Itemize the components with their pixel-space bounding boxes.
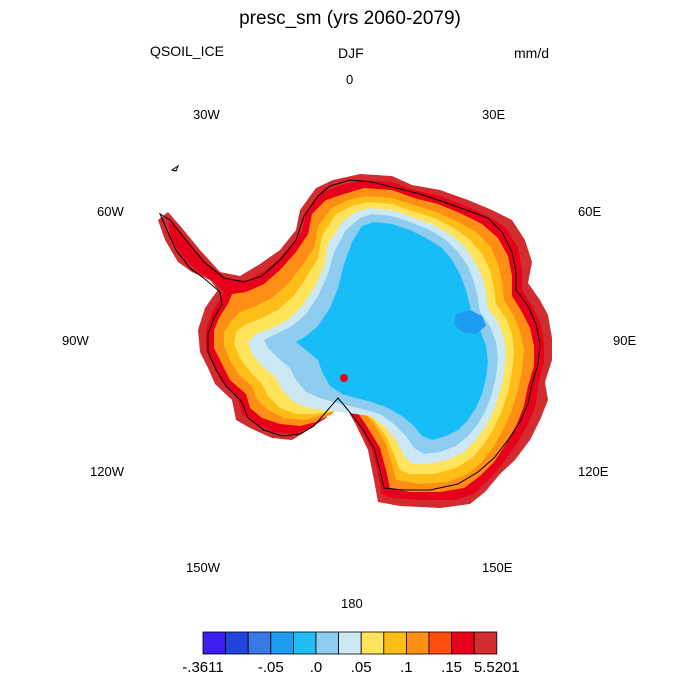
colorbar-box-1: [225, 631, 249, 655]
colorbar-box-4: [292, 631, 317, 655]
colorbar-box-0: [202, 631, 227, 655]
coastline: [158, 179, 541, 491]
lon-label-120e: 120E: [578, 464, 609, 479]
lon-label-150w: 150W: [186, 560, 220, 575]
colorbar-box-8: [383, 631, 407, 655]
colorbar-box-7: [360, 631, 385, 655]
lon-label-30e: 30E: [482, 107, 506, 122]
colorbar-box-12: [473, 631, 498, 655]
lon-label-90e: 90E: [613, 333, 637, 348]
colorbar-tick-label: .15: [441, 659, 462, 676]
colorbar-boxes: [202, 631, 498, 655]
colorbar-tick-label: -.05: [258, 659, 284, 676]
plot-title: presc_sm (yrs 2060-2079): [239, 8, 461, 29]
colorbar-tick-labels: -.3611 -.05 .0 .05 .1 .15 5.5201: [182, 659, 519, 676]
units-label: mm/d: [514, 45, 549, 61]
lon-label-120w: 120W: [90, 464, 124, 479]
interior-dark-patch: [454, 310, 486, 334]
colorbar-box-3: [270, 631, 294, 655]
colorbar-box-9: [405, 631, 430, 655]
colorbar-tick-label: 5.5201: [474, 659, 520, 676]
red-dot-marker: [340, 374, 348, 382]
lon-label-180: 180: [341, 596, 363, 611]
colorbar-tick-label: .1: [400, 659, 413, 676]
lon-label-30w: 30W: [193, 107, 220, 122]
colorbar-tick-label: .0: [310, 659, 323, 676]
colorbar-tick-label: .05: [351, 659, 372, 676]
lon-label-60w: 60W: [97, 204, 124, 219]
lon-label-90w: 90W: [62, 333, 89, 348]
colorbar-box-5: [315, 631, 340, 655]
small-island: [170, 164, 180, 172]
lon-label-60e: 60E: [578, 204, 602, 219]
lon-label-0: 0: [346, 72, 354, 87]
variable-label: QSOIL_ICE: [150, 43, 224, 59]
colorbar-tick-label: -.3611: [182, 659, 223, 676]
colorbar-box-2: [247, 631, 272, 655]
lon-label-150e: 150E: [482, 560, 513, 575]
colorbar-box-11: [451, 631, 475, 655]
colorbar-box-6: [338, 631, 362, 655]
interior-region: [296, 222, 488, 440]
season-label: DJF: [338, 45, 364, 61]
colorbar-box-10: [428, 631, 453, 655]
